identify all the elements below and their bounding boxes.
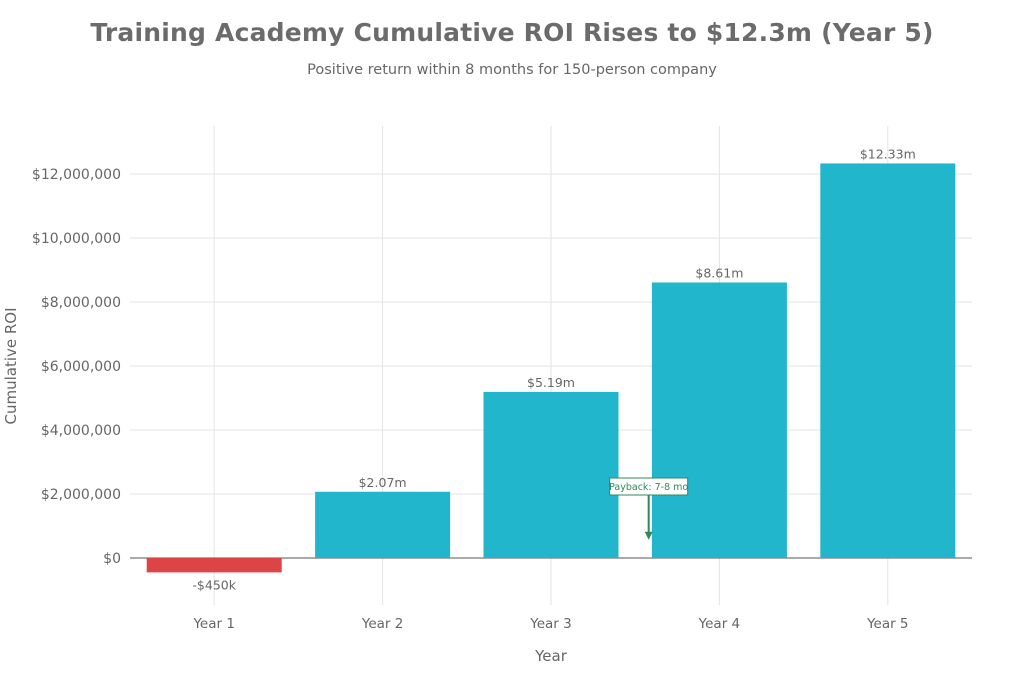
data-label: $8.61m [695, 265, 743, 280]
chart-subtitle: Positive return within 8 months for 150-… [307, 62, 717, 78]
payback-annotation: Payback: 7-8 mo [609, 477, 689, 540]
data-label: $2.07m [359, 475, 407, 490]
x-tick-label: Year 4 [698, 616, 740, 632]
x-axis-title: Year [534, 647, 568, 665]
y-axis-tick-labels: $0 $2,000,000 $4,000,000 $6,000,000 $8,000,0… [32, 167, 121, 567]
bar-year-4 [651, 282, 787, 558]
data-labels: -$450k $2.07m $5.19m $8.61m $12.33m [192, 146, 915, 592]
annotation-text: Payback: 7-8 mo [609, 482, 688, 493]
y-tick-label: $8,000,000 [41, 295, 121, 311]
data-label: $12.33m [860, 146, 916, 161]
bar-year-2 [315, 491, 451, 558]
x-tick-label: Year 5 [866, 616, 908, 632]
y-tick-label: $10,000,000 [32, 231, 121, 247]
x-tick-label: Year 1 [192, 616, 234, 632]
x-tick-label: Year 3 [529, 616, 571, 632]
chart-title: Training Academy Cumulative ROI Rises to… [90, 18, 934, 47]
y-tick-label: $12,000,000 [32, 167, 121, 183]
y-tick-label: $0 [103, 551, 121, 567]
x-tick-label: Year 2 [361, 616, 403, 632]
data-label: -$450k [192, 577, 236, 592]
y-tick-label: $4,000,000 [41, 423, 121, 439]
annotation-box [609, 477, 689, 496]
y-tick-label: $2,000,000 [41, 487, 121, 503]
y-axis-title: Cumulative ROI [2, 307, 20, 424]
bar-year-3 [483, 391, 619, 558]
data-label: $5.19m [527, 375, 575, 390]
y-tick-label: $6,000,000 [41, 359, 121, 375]
x-axis-tick-labels: Year 1 Year 2 Year 3 Year 4 Year 5 [192, 616, 908, 632]
bar-series [146, 163, 956, 573]
annotation-arrowhead [644, 531, 653, 540]
bar-year-1 [146, 558, 282, 573]
bar-year-5 [820, 163, 956, 558]
